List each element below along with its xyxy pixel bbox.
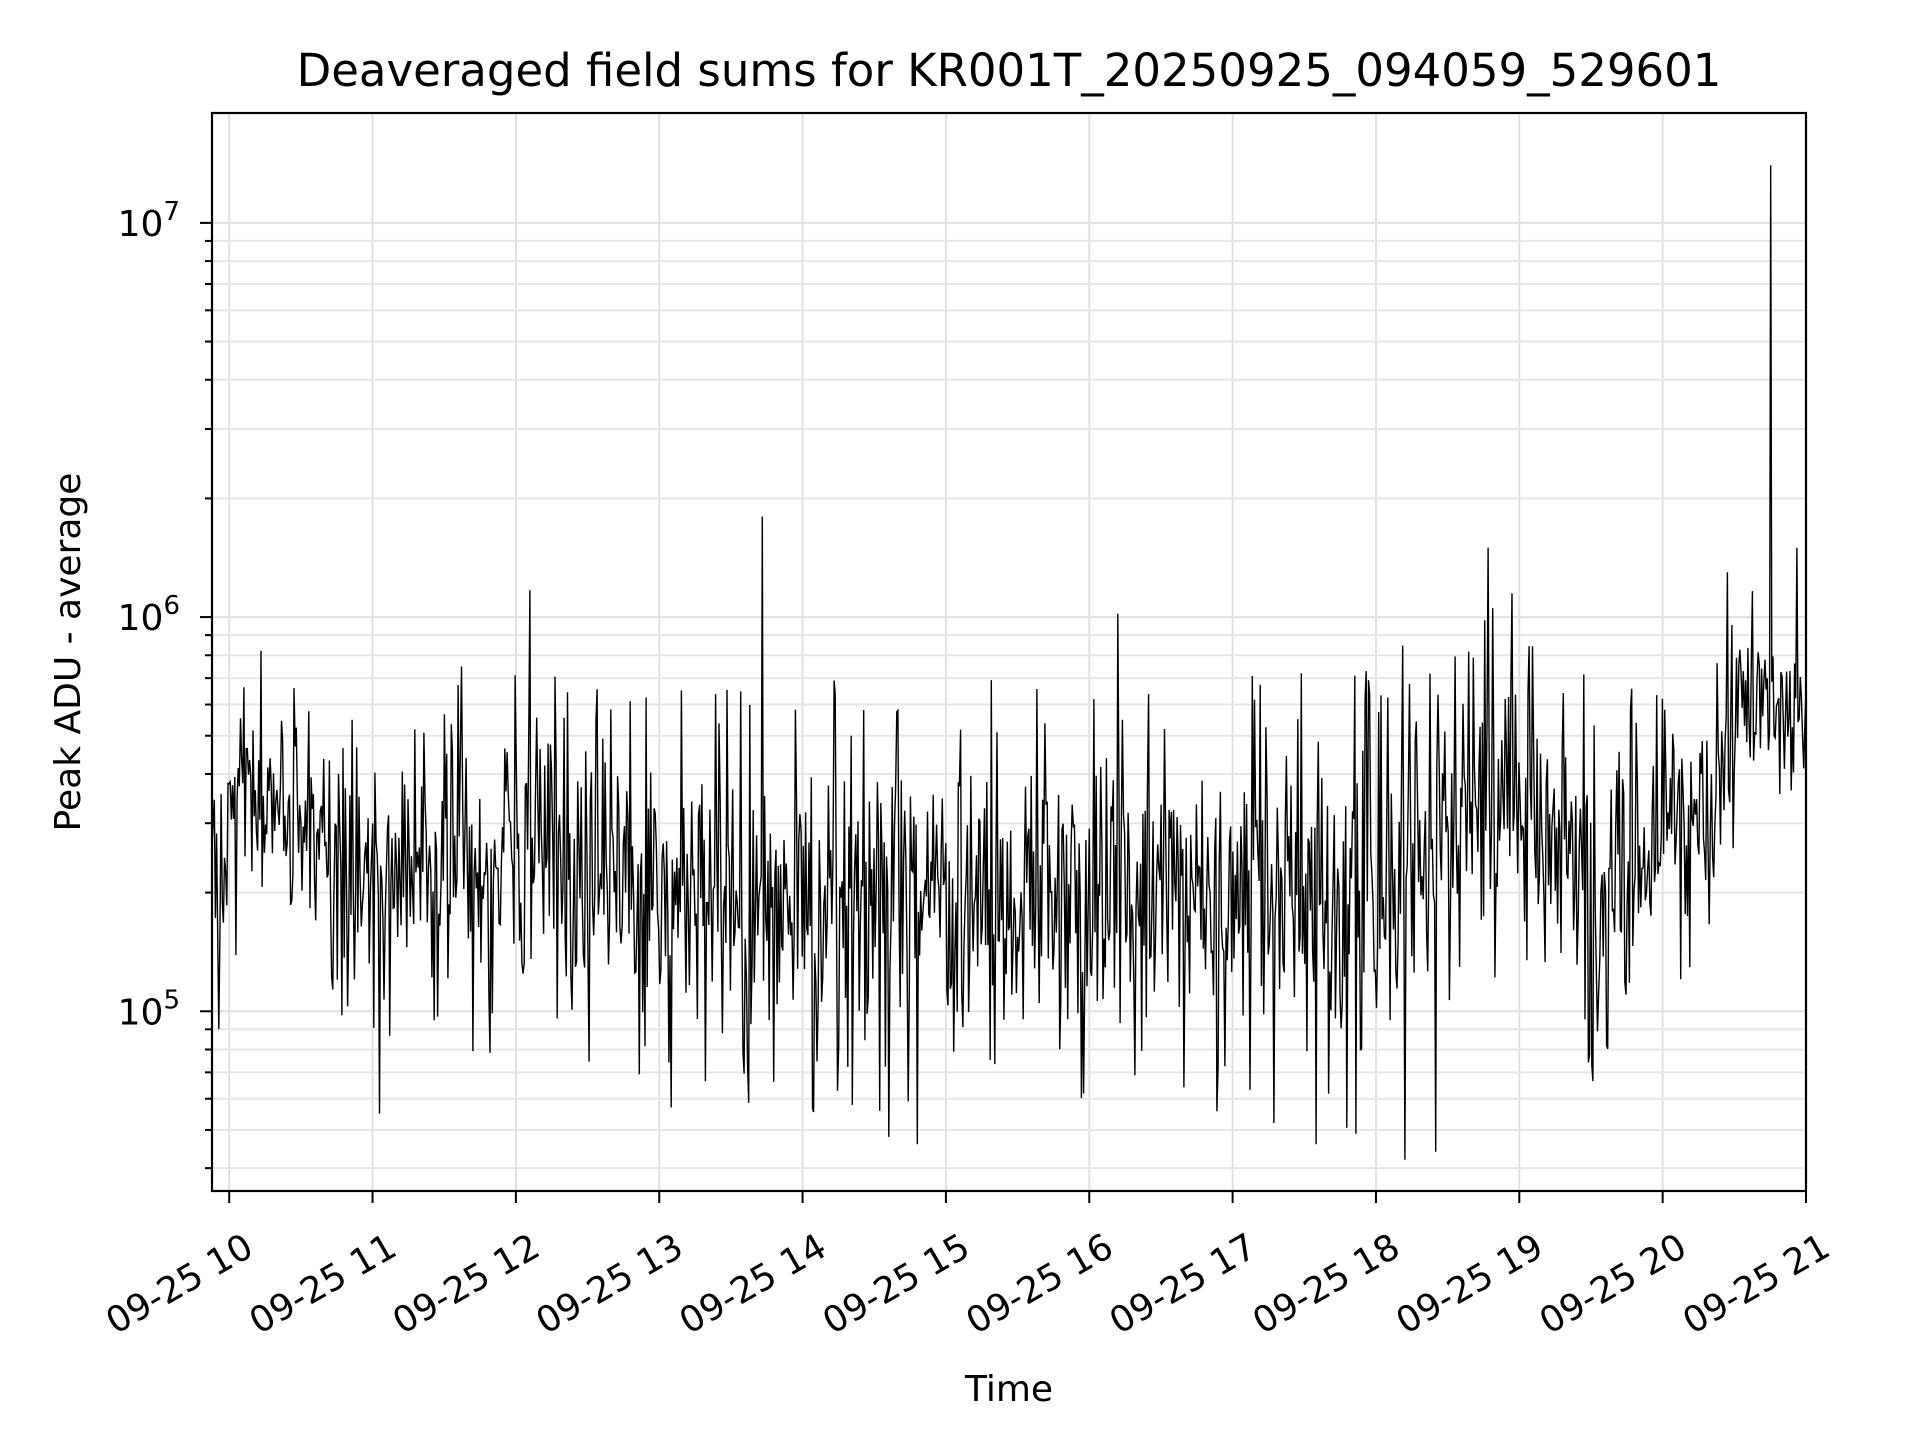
x-axis-label: Time xyxy=(964,1369,1053,1410)
grid xyxy=(212,113,1807,1191)
data-series xyxy=(211,165,1807,1160)
plot-frame xyxy=(210,111,1808,1193)
y-tick-label: 106 xyxy=(118,591,180,639)
y-axis-label: Peak ADU - average xyxy=(48,473,89,832)
chart-title: Deaveraged field sums for KR001T_2025092… xyxy=(297,44,1722,97)
y-tick-label: 107 xyxy=(118,197,180,245)
y-tick-label: 105 xyxy=(118,985,180,1033)
series-line xyxy=(211,165,1807,1160)
